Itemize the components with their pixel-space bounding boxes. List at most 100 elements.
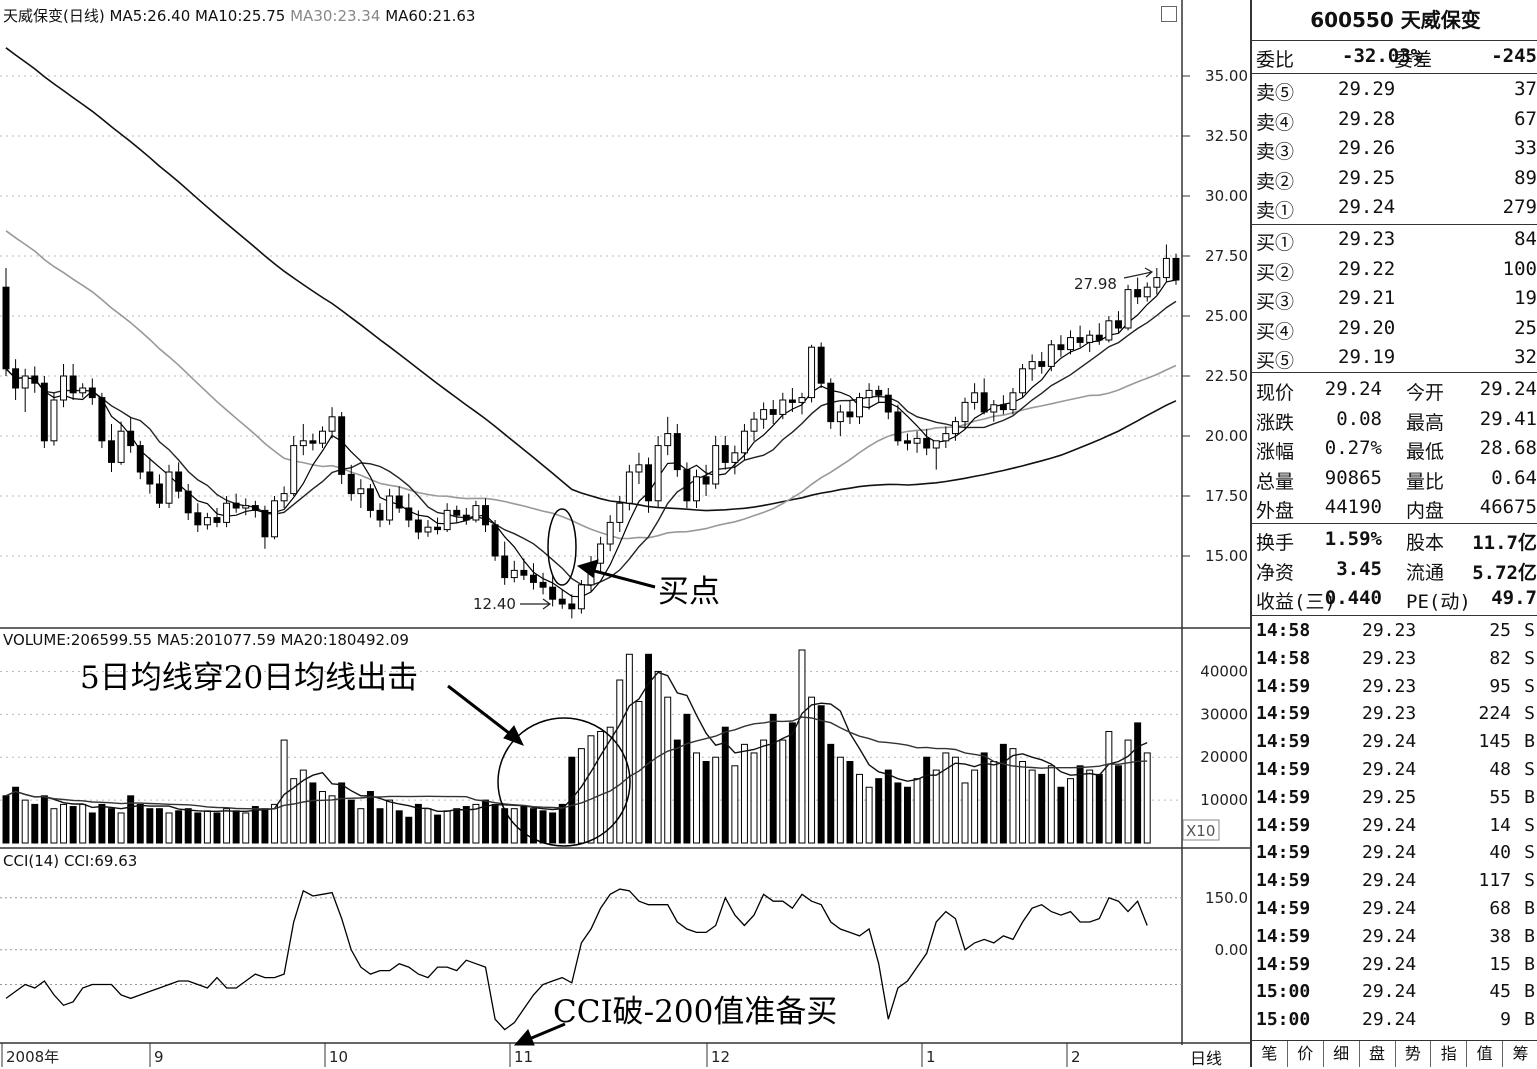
candle-body bbox=[1172, 257, 1180, 281]
tick-time: 14:59 bbox=[1256, 731, 1311, 753]
volume-bar bbox=[760, 739, 768, 844]
volume-bar bbox=[1067, 778, 1074, 844]
sell-volume: 67 bbox=[1514, 107, 1537, 130]
candle-body bbox=[702, 476, 710, 485]
candle-body bbox=[1134, 289, 1142, 298]
tick-time: 15:00 bbox=[1256, 981, 1311, 1003]
tick-row[interactable]: 14:59 29.24 15 B bbox=[1256, 952, 1537, 980]
volume-tick-label: 30000 bbox=[1200, 705, 1248, 723]
tick-row[interactable]: 14:59 29.23 224 S bbox=[1256, 701, 1537, 729]
buy-price: 29.20 bbox=[1338, 316, 1396, 339]
buy-price: 29.23 bbox=[1338, 228, 1396, 250]
tick-row[interactable]: 14:59 29.23 95 S bbox=[1256, 674, 1537, 702]
candle-body bbox=[942, 433, 950, 442]
tick-side: B bbox=[1524, 786, 1535, 808]
tick-row[interactable]: 14:59 29.24 117 S bbox=[1256, 868, 1537, 896]
volume-bar bbox=[60, 803, 68, 844]
candle-body bbox=[328, 416, 336, 432]
volume-bar bbox=[808, 696, 816, 844]
volume-bar bbox=[79, 803, 87, 844]
period-label[interactable]: 日线 bbox=[1190, 1049, 1223, 1068]
date-tick-label: 12 bbox=[711, 1048, 730, 1066]
tick-volume: 224 bbox=[1478, 703, 1511, 725]
volume-bar bbox=[443, 810, 451, 844]
candle-body bbox=[568, 603, 576, 610]
tick-row[interactable]: 14:59 29.24 14 S bbox=[1256, 813, 1537, 841]
tick-row[interactable]: 14:59 29.24 48 S bbox=[1256, 757, 1537, 785]
panel-tab[interactable]: 盘 bbox=[1360, 1041, 1396, 1067]
tick-row[interactable]: 14:59 29.24 68 B bbox=[1256, 896, 1537, 924]
volume-bar bbox=[491, 803, 499, 844]
tick-row[interactable]: 14:59 29.24 38 B bbox=[1256, 924, 1537, 952]
tick-side: S bbox=[1524, 759, 1535, 780]
panel-tab[interactable]: 值 bbox=[1467, 1041, 1504, 1067]
quote-panel: 600550 天威保变 委比 -32.03% 委差 -245 卖⑤ 29.29 37… bbox=[1250, 0, 1537, 1067]
candle-body bbox=[357, 488, 365, 495]
candle-body bbox=[606, 521, 614, 545]
candle-body bbox=[69, 375, 77, 394]
divider bbox=[1252, 523, 1537, 524]
tick-price: 29.23 bbox=[1362, 620, 1417, 641]
candle-body bbox=[894, 411, 902, 442]
volume-bar bbox=[462, 806, 470, 844]
panel-tab[interactable]: 势 bbox=[1396, 1041, 1432, 1067]
tick-price: 29.24 bbox=[1362, 842, 1417, 864]
stat-label: 外盘 bbox=[1256, 500, 1295, 522]
volume-bar bbox=[261, 808, 269, 844]
volume-bar bbox=[606, 726, 614, 844]
restore-window-icon[interactable] bbox=[1161, 6, 1177, 22]
panel-tab[interactable]: 指 bbox=[1431, 1041, 1468, 1067]
volume-bar bbox=[482, 799, 489, 844]
kline-chart-area[interactable]: 35.00 32.50 30.00 27.50 25.00 22.50 20.00 17.50… bbox=[0, 0, 1250, 1068]
tick-side: S bbox=[1524, 647, 1535, 669]
candle-body bbox=[40, 382, 48, 442]
tick-row[interactable]: 15:00 29.24 9 B bbox=[1256, 1007, 1537, 1035]
cci-break-arrowhead bbox=[513, 1029, 535, 1046]
chart-canvas[interactable]: 35.0032.5030.0027.5025.0022.5020.0017.50… bbox=[0, 0, 1250, 1067]
volume-bar bbox=[788, 722, 796, 844]
candle-body bbox=[597, 543, 605, 564]
tick-row[interactable]: 14:58 29.23 82 S bbox=[1256, 646, 1537, 674]
fund-label: 流通 bbox=[1406, 561, 1445, 584]
volume-bar bbox=[558, 803, 566, 844]
panel-tab[interactable]: 价 bbox=[1288, 1041, 1324, 1067]
volume-bar bbox=[165, 812, 173, 844]
tick-row[interactable]: 14:59 29.24 145 B bbox=[1256, 729, 1537, 757]
candle-body bbox=[290, 445, 298, 495]
candle-body bbox=[827, 382, 835, 423]
cci-header: CCI(14) CCI:69.63 bbox=[3, 852, 137, 870]
tick-volume: 82 bbox=[1489, 647, 1511, 669]
volume-bar bbox=[721, 726, 729, 844]
tick-row[interactable]: 14:59 29.24 40 S bbox=[1256, 840, 1537, 868]
candle-body bbox=[558, 598, 566, 605]
candle-body bbox=[932, 440, 940, 449]
tick-row[interactable]: 15:00 29.24 45 B bbox=[1256, 979, 1537, 1007]
volume-bar bbox=[21, 799, 29, 844]
buy-level-row: 买④ 29.20 25 bbox=[1256, 315, 1537, 344]
candle-body bbox=[529, 574, 537, 583]
volume-ma20-line bbox=[5, 716, 1148, 810]
volume-header: VOLUME:206599.55 MA5:201077.59 MA20:1804… bbox=[3, 631, 409, 649]
candle-body bbox=[625, 471, 633, 504]
volume-bar bbox=[453, 808, 461, 844]
candle-body bbox=[386, 495, 394, 521]
tick-row[interactable]: 14:59 29.25 55 B bbox=[1256, 785, 1537, 813]
volume-bar bbox=[549, 812, 557, 844]
buy-level-row: 买① 29.23 84 bbox=[1256, 226, 1537, 255]
panel-tab[interactable]: 筹 bbox=[1503, 1041, 1537, 1067]
buy-volume: 25 bbox=[1514, 316, 1537, 339]
candle-body bbox=[875, 389, 883, 396]
volume-bar bbox=[999, 743, 1007, 844]
stat-label: 总量 bbox=[1256, 470, 1295, 493]
sell-volume: 279 bbox=[1502, 196, 1537, 218]
tick-price: 29.24 bbox=[1362, 981, 1417, 1003]
tick-volume: 14 bbox=[1489, 814, 1511, 836]
panel-tab[interactable]: 笔 bbox=[1252, 1041, 1288, 1067]
date-tick-label: 11 bbox=[514, 1048, 533, 1066]
candle-body bbox=[884, 394, 892, 413]
panel-tab[interactable]: 细 bbox=[1324, 1041, 1360, 1067]
stock-name-period: 天威保变(日线) bbox=[3, 7, 105, 25]
tick-row[interactable]: 14:58 29.23 25 S bbox=[1256, 618, 1537, 646]
date-tick-label: 9 bbox=[154, 1048, 164, 1066]
ma10-readout: MA10:25.75 bbox=[195, 7, 286, 25]
